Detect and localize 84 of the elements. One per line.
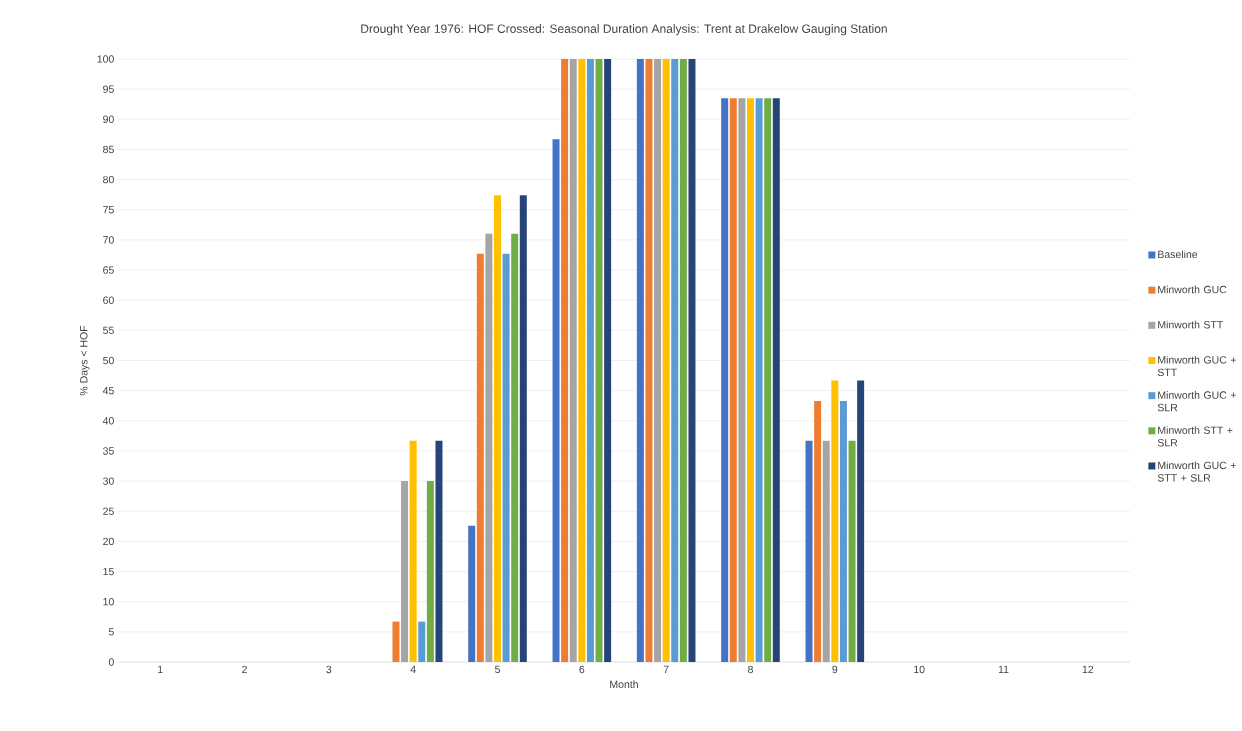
bar — [857, 380, 865, 662]
x-tick-label: 12 — [1082, 665, 1094, 674]
y-tick-label: 55 — [103, 326, 114, 335]
bar — [401, 481, 409, 662]
y-axis-title: % Days < HOF — [80, 325, 90, 396]
x-tick-label: 11 — [998, 665, 1009, 673]
y-tick-label: 50 — [103, 356, 114, 365]
bar — [848, 440, 856, 662]
bar — [721, 98, 729, 662]
y-tick-label: 60 — [103, 296, 114, 304]
bar — [679, 58, 687, 662]
bar — [476, 253, 484, 662]
x-tick-label: 2 — [242, 665, 247, 674]
y-tick-label: 100 — [97, 55, 114, 63]
x-tick-label: 5 — [495, 665, 500, 674]
y-tick-label: 20 — [103, 537, 114, 546]
legend-label: Minworth STT — [1158, 320, 1224, 329]
x-tick-label: 1 — [158, 665, 163, 673]
bar — [604, 58, 612, 662]
bar — [636, 58, 644, 662]
legend-label: Minworth GUC + STT — [1157, 355, 1236, 377]
bar — [688, 58, 696, 662]
bar — [418, 621, 426, 662]
legend-label: Minworth GUC + STT + SLR — [1157, 461, 1236, 482]
legend-label: Baseline — [1158, 250, 1198, 259]
y-tick-label: 15 — [103, 567, 114, 576]
y-tick-label: 75 — [103, 206, 114, 214]
bar — [552, 139, 560, 662]
bar — [839, 400, 847, 662]
bar — [485, 233, 493, 662]
y-tick-label: 10 — [103, 597, 114, 606]
y-tick-label: 40 — [102, 417, 114, 425]
x-tick-label: 6 — [579, 665, 585, 674]
bar — [595, 58, 603, 662]
bar — [426, 481, 434, 662]
legend-label: Minworth STT + SLR — [1157, 426, 1233, 447]
y-tick-label: 90 — [103, 115, 114, 124]
bar — [772, 98, 780, 662]
bar — [755, 98, 763, 662]
bar — [738, 98, 746, 662]
bar — [409, 440, 417, 662]
x-tick-label: 8 — [748, 665, 753, 674]
y-tick-label: 5 — [108, 628, 114, 636]
bar — [805, 440, 813, 662]
bar — [586, 58, 594, 662]
x-tick-label: 10 — [914, 665, 925, 674]
legend-label: Minworth GUC — [1158, 285, 1227, 294]
bar — [435, 440, 443, 662]
bar — [468, 525, 476, 662]
bar — [511, 233, 519, 662]
x-tick-label: 4 — [410, 665, 416, 673]
bar — [814, 400, 822, 662]
chart-title: Drought Year 1976: HOF Crossed: Seasonal Duration Analysis: Trent at Drakelow Gauging Station — [361, 24, 887, 36]
x-tick-label: 3 — [326, 665, 332, 674]
bar — [569, 58, 577, 662]
bar — [578, 58, 586, 662]
y-tick-label: 95 — [103, 85, 114, 93]
bar — [747, 98, 754, 662]
bar — [822, 440, 830, 662]
bar — [494, 195, 501, 662]
bar — [654, 58, 662, 662]
x-axis-title: Month — [610, 680, 638, 689]
bar — [519, 195, 527, 662]
bar — [662, 58, 670, 662]
bar — [831, 380, 839, 662]
x-tick-label: 9 — [832, 665, 838, 674]
legend-label: Minworth GUC + SLR — [1157, 391, 1236, 412]
bar — [561, 58, 569, 662]
y-tick-label: 0 — [108, 658, 114, 666]
y-tick-label: 25 — [103, 507, 114, 515]
bar — [671, 58, 679, 662]
bar — [645, 58, 653, 662]
bar — [729, 98, 737, 662]
y-tick-label: 35 — [103, 447, 114, 455]
bar — [502, 253, 510, 662]
y-tick-label: 80 — [103, 175, 114, 184]
bar — [764, 98, 772, 662]
y-tick-label: 45 — [102, 386, 114, 395]
y-tick-label: 70 — [103, 236, 114, 244]
x-tick-label: 7 — [663, 665, 669, 673]
y-tick-label: 85 — [103, 145, 114, 154]
y-tick-label: 30 — [103, 477, 114, 485]
y-tick-label: 65 — [103, 266, 114, 274]
bar — [392, 621, 400, 662]
